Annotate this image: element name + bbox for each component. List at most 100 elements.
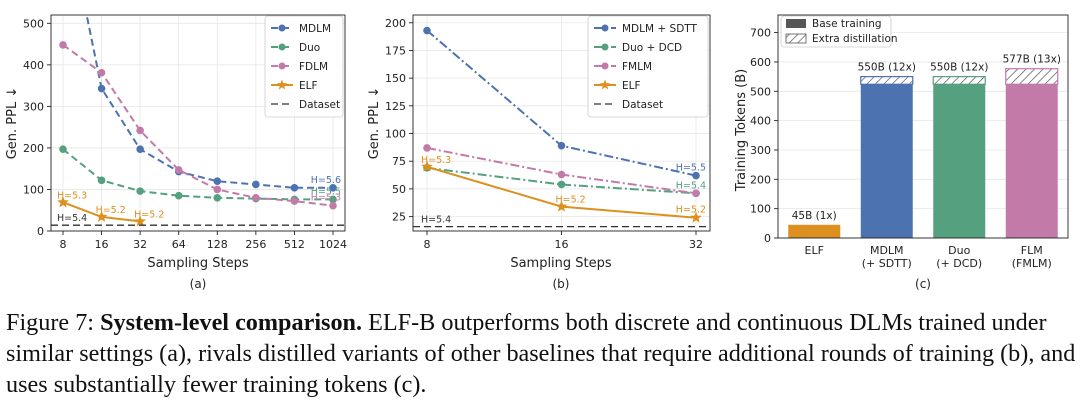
bar-extra xyxy=(860,76,914,85)
data-point xyxy=(97,68,106,77)
data-point xyxy=(59,41,67,49)
legend-box xyxy=(264,15,344,118)
annotation-label: H=5.5 xyxy=(311,186,341,197)
annotation-label: H=5.3 xyxy=(57,190,87,201)
data-point-star xyxy=(690,211,702,223)
panel-a-chart: 8 16 32 64 128 256 512 1024 0 100 200 300 400 500 Samp… xyxy=(5,14,347,291)
data-point xyxy=(329,201,337,210)
data-point xyxy=(692,189,700,198)
bar-base xyxy=(860,84,913,238)
legend-label: Duo xyxy=(299,42,320,54)
data-point xyxy=(290,197,299,205)
bar-value-label: 550B (12x) xyxy=(858,62,916,74)
legend-label: Duo + DCD xyxy=(622,42,682,54)
legend-label: ELF xyxy=(622,80,641,92)
annotation-label: H=5.5 xyxy=(676,163,706,174)
y-tick-label: 300 xyxy=(23,100,44,113)
legend-marker xyxy=(278,62,286,70)
legend-box xyxy=(780,15,892,48)
axes-frame xyxy=(50,14,346,232)
data-point xyxy=(329,184,337,192)
legend-label: ELF xyxy=(299,80,318,92)
y-tick-label: 400 xyxy=(23,59,44,72)
data-point xyxy=(290,184,299,192)
series-line xyxy=(85,15,333,189)
legend-label: FDLM xyxy=(299,61,328,73)
y-tick-label: 500 xyxy=(750,85,771,98)
x-tick-label: 32 xyxy=(689,238,703,251)
data-point xyxy=(423,26,431,35)
bar-value-label: 550B (12x) xyxy=(930,62,988,74)
legend-marker xyxy=(601,24,609,32)
axes-frame xyxy=(777,14,1069,239)
bar-value-label: 577B (13x) xyxy=(1003,54,1061,66)
figure-panels: 8 16 32 64 128 256 512 10240100200300400500Samp… xyxy=(5,14,1069,291)
y-tick-label: 125 xyxy=(385,100,406,113)
legend-label: Extra distillation xyxy=(812,33,898,45)
x-tick-label: 1024 xyxy=(319,238,347,251)
data-point xyxy=(97,176,106,185)
legend-swatch xyxy=(786,19,806,28)
caption-text: ELF-B outperforms both discrete and cont… xyxy=(6,309,1076,398)
data-point xyxy=(59,145,67,153)
x-tick-label: 512 xyxy=(284,238,305,251)
legend-marker xyxy=(278,43,286,51)
annotation-label: H=5.2 xyxy=(556,195,586,206)
panel-label: (a) xyxy=(190,277,207,291)
data-point-star xyxy=(421,160,433,172)
y-tick-label: 175 xyxy=(385,44,406,57)
legend-marker xyxy=(601,62,609,70)
data-point xyxy=(136,145,144,153)
data-point xyxy=(213,193,222,202)
annotation-label: H=5.3 xyxy=(421,155,451,166)
data-point-star xyxy=(555,200,568,212)
annotation-label: H=5.4 xyxy=(421,215,451,226)
y-tick-label: 300 xyxy=(750,144,771,157)
bar-base xyxy=(933,84,986,238)
data-point xyxy=(97,84,106,93)
data-point xyxy=(174,166,183,174)
plot-area xyxy=(51,15,345,227)
x-tick-label: 256 xyxy=(245,238,266,251)
x-tick-label: 8 xyxy=(60,238,67,251)
legend-label: FMLM xyxy=(622,61,652,73)
annotation-label: H=5.2 xyxy=(96,205,126,216)
annotation-label: H=5.4 xyxy=(676,180,706,191)
data-point xyxy=(213,177,222,185)
legend-marker xyxy=(601,43,609,51)
legend-swatch xyxy=(785,33,807,44)
bar-extra xyxy=(932,76,986,85)
y-tick-label: 0 xyxy=(37,225,44,238)
data-point xyxy=(174,191,183,200)
legend-marker xyxy=(276,79,288,90)
y-tick-label: 100 xyxy=(23,183,44,196)
legend-label: Base training xyxy=(812,18,882,30)
y-tick-label: 200 xyxy=(385,17,406,30)
annotation-label: H=5.3 xyxy=(311,193,341,204)
x-category-label: Duo xyxy=(948,244,970,257)
series-line xyxy=(426,166,697,195)
y-tick-label: 200 xyxy=(23,142,44,155)
data-point xyxy=(329,195,337,204)
x-tick-label: 8 xyxy=(424,238,431,251)
data-point-star xyxy=(57,196,69,208)
y-axis-label: Gen. PPL ↓ xyxy=(367,87,382,160)
y-tick-label: 150 xyxy=(385,72,406,85)
y-tick-label: 400 xyxy=(750,115,771,128)
x-category-label: (FMLM) xyxy=(1012,257,1052,270)
x-category-label: (+ DCD) xyxy=(936,257,982,270)
caption-title: System-level comparison. xyxy=(100,309,363,336)
data-point xyxy=(252,193,260,202)
legend-marker xyxy=(278,24,286,32)
panel-c-chart: 45B (1x) ELF 550B (12x) MDLM(+ SDTT) 550B (1… xyxy=(734,14,1069,291)
y-tick-label: 25 xyxy=(392,211,406,224)
data-point-star xyxy=(95,210,108,222)
x-category-label: MDLM xyxy=(870,244,904,257)
panel-label: (c) xyxy=(915,277,931,291)
legend-label: MDLM + SDTT xyxy=(622,23,698,35)
y-tick-label: 100 xyxy=(750,203,771,216)
x-category-label: ELF xyxy=(805,244,824,257)
legend-label: MDLM xyxy=(299,23,331,35)
x-tick-label: 64 xyxy=(172,238,186,251)
x-tick-label: 16 xyxy=(95,238,109,251)
